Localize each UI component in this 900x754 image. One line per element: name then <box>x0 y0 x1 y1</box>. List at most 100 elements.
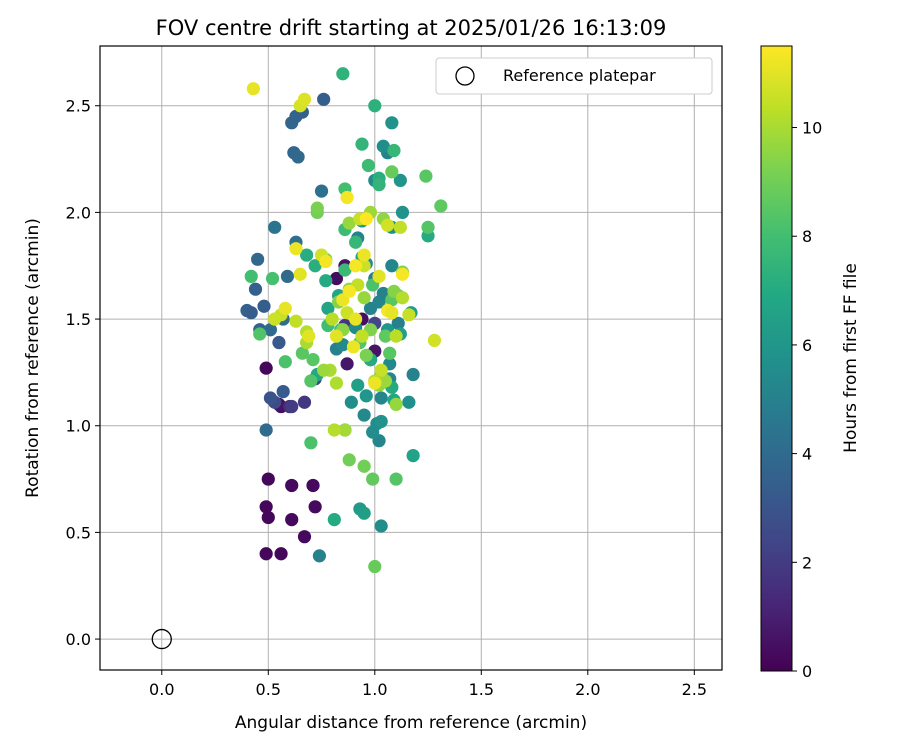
data-point <box>355 329 369 343</box>
data-point <box>321 301 335 315</box>
data-point <box>253 327 267 341</box>
data-point <box>257 299 271 313</box>
data-point <box>374 414 388 429</box>
data-point <box>368 99 382 113</box>
legend-marker <box>455 66 475 86</box>
data-point <box>344 395 358 409</box>
y-tick-label: 2.0 <box>66 203 91 222</box>
legend-entry: Reference platepar <box>503 66 656 85</box>
data-point <box>342 216 356 230</box>
data-point <box>402 395 416 409</box>
data-point <box>265 271 280 286</box>
data-point <box>389 329 403 343</box>
data-point <box>280 269 295 283</box>
data-point <box>329 376 344 390</box>
data-point <box>314 184 329 198</box>
data-point <box>357 291 371 305</box>
data-point <box>421 220 435 234</box>
data-point <box>395 291 410 305</box>
data-point <box>272 335 286 350</box>
data-point <box>406 449 420 463</box>
data-point <box>308 259 322 273</box>
colorbar-ticks: 0 2 4 6 8 10 <box>792 119 822 681</box>
data-point <box>374 363 388 377</box>
data-point <box>259 547 273 561</box>
x-tick-label: 0.0 <box>149 680 174 699</box>
plot-frame <box>99 45 723 671</box>
data-point <box>278 355 292 369</box>
data-point <box>304 436 318 450</box>
data-point <box>300 248 314 262</box>
data-point <box>393 173 407 187</box>
colorbar-gradient <box>760 45 793 672</box>
data-point <box>391 316 405 330</box>
data-point <box>357 248 371 262</box>
data-point <box>385 116 399 130</box>
data-point <box>285 399 299 414</box>
data-point <box>329 271 344 286</box>
data-point <box>248 282 263 296</box>
data-point <box>346 340 361 354</box>
colorbar-tick-label: 4 <box>802 445 812 464</box>
data-point <box>329 329 344 343</box>
data-point <box>359 348 373 362</box>
data-point <box>338 423 352 437</box>
data-point <box>268 220 282 234</box>
data-point <box>349 259 363 273</box>
data-point <box>246 82 260 96</box>
x-tick-label: 1.0 <box>362 680 387 699</box>
data-point <box>393 220 407 234</box>
data-point <box>402 308 416 322</box>
x-tick-label: 2.5 <box>682 680 707 699</box>
data-point <box>244 306 258 320</box>
data-point <box>312 549 327 563</box>
colorbar-tick-label: 2 <box>802 553 812 572</box>
data-point <box>376 139 390 153</box>
data-point <box>338 263 352 277</box>
data-point <box>297 395 312 409</box>
data-point <box>378 374 393 388</box>
colorbar: 0 2 4 6 8 10 Hours from first FF file <box>760 45 861 681</box>
colorbar-tick-label: 8 <box>802 227 812 246</box>
data-point <box>368 376 382 390</box>
data-point <box>385 306 399 320</box>
data-point <box>327 423 341 437</box>
y-axis-label: Rotation from reference (arcmin) <box>23 218 43 498</box>
data-point <box>389 472 403 486</box>
data-point <box>308 500 322 514</box>
data-point <box>342 453 356 467</box>
data-point <box>310 201 324 215</box>
data-point <box>251 252 265 266</box>
data-point <box>261 472 275 486</box>
chart-title: FOV centre drift starting at 2025/01/26 … <box>156 16 667 40</box>
data-point <box>297 92 312 106</box>
data-point <box>349 235 363 249</box>
x-tick-label: 2.0 <box>575 680 600 699</box>
data-point <box>289 242 303 256</box>
reference-platepar-marker <box>151 628 172 650</box>
data-point <box>395 267 410 281</box>
data-point <box>374 391 388 405</box>
data-point <box>357 459 371 473</box>
data-point <box>406 367 420 382</box>
axes: 0.0 0.5 1.0 1.5 2.0 2.5 0.0 0.5 1.0 1.5 2.0 2.5 <box>66 45 723 699</box>
data-point <box>359 212 373 226</box>
x-axis-label: Angular distance from reference (arcmin) <box>235 713 587 733</box>
x-tick-label: 0.5 <box>256 680 281 699</box>
data-point <box>259 423 273 437</box>
data-point <box>319 254 333 269</box>
y-tick-label: 1.0 <box>66 417 91 436</box>
data-point <box>285 478 299 493</box>
data-point <box>325 312 339 326</box>
data-point <box>349 312 363 326</box>
data-point <box>351 378 365 392</box>
data-point <box>304 374 318 388</box>
data-point <box>317 363 331 377</box>
colorbar-tick-label: 10 <box>802 119 822 138</box>
data-point <box>387 143 401 158</box>
data-point <box>366 472 380 486</box>
data-point <box>285 513 299 527</box>
data-point <box>374 519 388 533</box>
data-point <box>319 274 333 288</box>
